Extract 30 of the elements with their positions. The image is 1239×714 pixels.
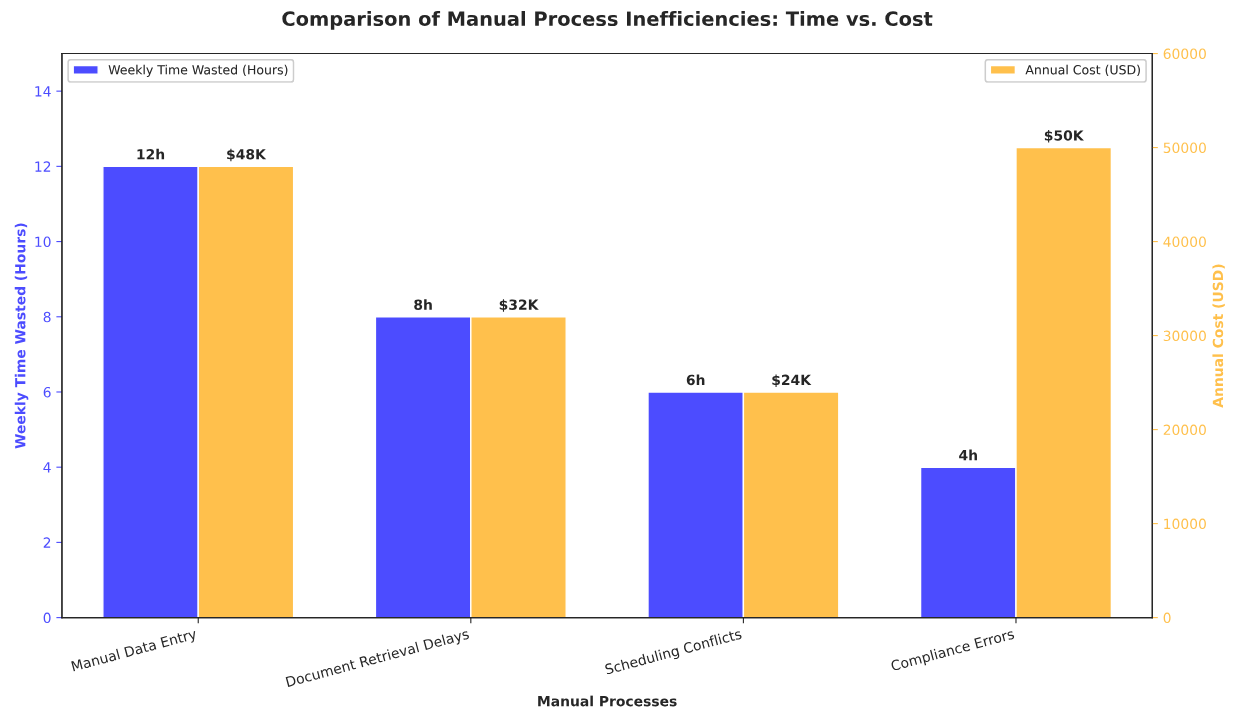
legend-label: Weekly Time Wasted (Hours) [108, 64, 288, 77]
y-tick-label: 0 [43, 612, 51, 624]
data-label: 12h [137, 148, 165, 160]
data-label: $32K [499, 299, 539, 312]
y-axis-title: Weekly Time Wasted (Hours) [14, 223, 29, 449]
legend-label: Annual Cost (USD) [1025, 64, 1140, 76]
y-tick-label: 12 [35, 161, 51, 172]
y2-tick-label: 50000 [1163, 142, 1206, 154]
data-label: $24K [772, 374, 812, 387]
chart-title: Comparison of Manual Process Inefficiencies: Time vs. Cost [282, 11, 933, 30]
x-tick-label: Manual Data Entry [71, 628, 198, 675]
y2-tick-label: 20000 [1163, 424, 1206, 436]
data-label: $48K [227, 148, 267, 162]
y2-tick-label: 40000 [1163, 236, 1206, 248]
y-tick-label: 14 [35, 86, 51, 97]
x-axis-title: Manual Processes [538, 695, 677, 707]
y2-tick-label: 0 [1163, 612, 1171, 624]
y-tick-label: 6 [43, 386, 51, 398]
y2-tick-label: 30000 [1163, 330, 1206, 342]
y-tick-label: 10 [35, 236, 51, 248]
y-tick-label: 4 [43, 462, 51, 473]
y-tick-label: 2 [43, 537, 51, 548]
y2-tick-label: 10000 [1164, 518, 1206, 530]
data-label: 8h [414, 299, 432, 310]
y-tick-label: 8 [43, 311, 51, 323]
data-label: 4h [959, 449, 977, 461]
data-label: $50K [1044, 129, 1084, 143]
data-label: 6h [686, 374, 705, 386]
y2-axis-title: Annual Cost (USD) [1212, 264, 1225, 408]
y2-tick-label: 60000 [1163, 48, 1206, 60]
